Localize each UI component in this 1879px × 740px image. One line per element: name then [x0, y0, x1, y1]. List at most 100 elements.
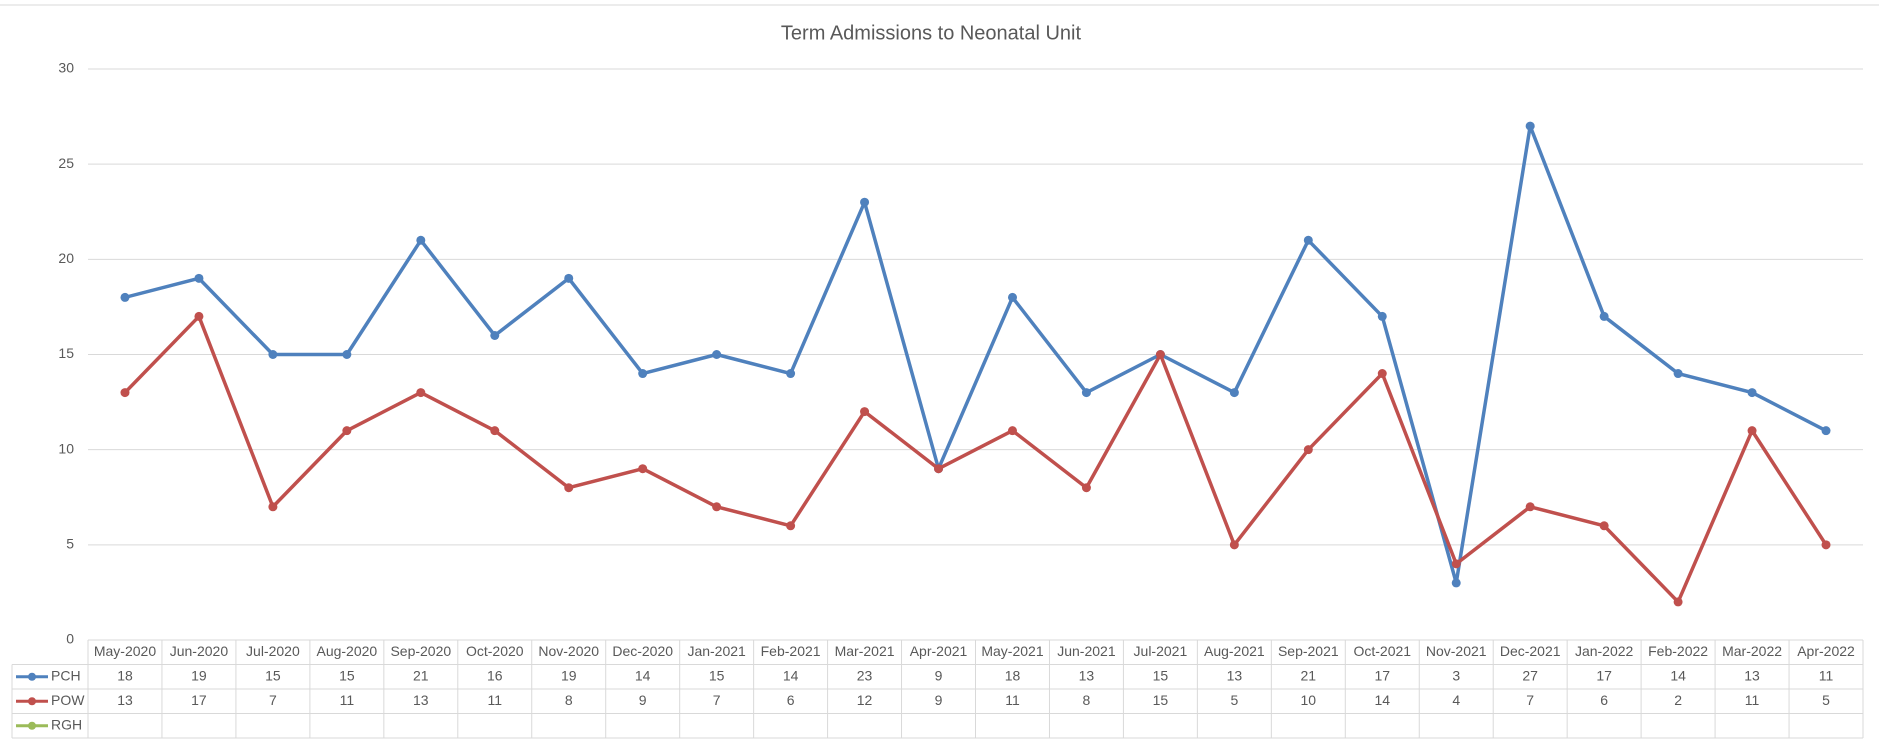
table-value: 3: [1452, 667, 1460, 683]
legend-key-marker: [28, 672, 36, 681]
table-value: 13: [1227, 667, 1243, 683]
table-value: 14: [1374, 692, 1390, 708]
x-tick-label: Mar-2021: [835, 643, 895, 659]
data-point: [1303, 445, 1313, 455]
table-value: 7: [713, 692, 721, 708]
data-point: [342, 350, 352, 359]
x-tick-label: Nov-2020: [538, 643, 599, 659]
table-value: 18: [117, 667, 133, 683]
legend-label: RGH: [51, 716, 82, 732]
data-point: [268, 350, 278, 359]
y-tick-label: 5: [66, 536, 74, 552]
x-tick-label: Feb-2022: [1648, 643, 1708, 659]
data-point: [342, 426, 352, 436]
table-value: 13: [117, 692, 133, 708]
table-value: 6: [787, 692, 795, 708]
table-value: 11: [1819, 667, 1834, 683]
table-value: 14: [635, 667, 651, 683]
data-point: [194, 273, 204, 283]
legend-key-marker: [28, 697, 36, 706]
x-tick-label: Apr-2021: [910, 643, 968, 659]
data-point: [1673, 597, 1683, 607]
legend-label: PCH: [51, 667, 81, 683]
table-value: 23: [857, 667, 873, 683]
data-point: [1747, 388, 1757, 398]
table-value: 21: [1301, 667, 1317, 683]
table-value: 10: [1301, 692, 1317, 708]
data-point: [1525, 502, 1535, 512]
table-value: 9: [935, 667, 943, 683]
data-point: [638, 369, 648, 379]
data-point: [1599, 521, 1609, 531]
data-point: [860, 407, 870, 417]
data-point: [268, 502, 278, 512]
x-tick-label: May-2020: [94, 643, 156, 659]
table-value: 7: [269, 692, 277, 708]
data-point: [712, 502, 722, 512]
y-tick-label: 30: [58, 60, 74, 76]
table-value: 14: [1670, 667, 1686, 683]
table-value: 18: [1005, 667, 1021, 683]
y-tick-label: 25: [58, 155, 74, 171]
table-value: 16: [487, 667, 503, 683]
table-value: 13: [1744, 667, 1760, 683]
table-value: 21: [413, 667, 429, 683]
data-point: [194, 311, 204, 321]
x-tick-label: Apr-2022: [1797, 643, 1855, 659]
data-point: [1377, 369, 1387, 379]
data-point: [1303, 235, 1313, 245]
chart-title: Term Admissions to Neonatal Unit: [781, 22, 1082, 44]
x-tick-label: May-2021: [981, 643, 1043, 659]
data-point: [1081, 388, 1091, 398]
table-value: 15: [709, 667, 725, 683]
data-point: [786, 369, 796, 379]
table-value: 7: [1526, 692, 1534, 708]
data-point: [860, 197, 870, 207]
data-point: [934, 464, 944, 474]
table-value: 12: [857, 692, 873, 708]
data-point: [490, 426, 500, 436]
x-tick-label: Feb-2021: [761, 643, 821, 659]
table-value: 17: [1374, 667, 1390, 683]
x-tick-label: Nov-2021: [1426, 643, 1487, 659]
data-point: [1155, 350, 1165, 359]
x-tick-label: Sep-2021: [1278, 643, 1339, 659]
table-value: 13: [1079, 667, 1095, 683]
data-point: [1599, 311, 1609, 321]
legend-key-marker: [28, 721, 36, 730]
data-point: [1229, 388, 1239, 398]
table-value: 19: [191, 667, 207, 683]
data-point: [1451, 559, 1461, 569]
x-tick-label: Aug-2021: [1204, 643, 1265, 659]
x-tick-label: Jun-2021: [1057, 643, 1116, 659]
data-point: [1377, 311, 1387, 321]
data-point: [564, 273, 574, 283]
data-point: [1007, 292, 1017, 302]
x-tick-label: Jul-2021: [1134, 643, 1188, 659]
data-point: [1525, 121, 1535, 131]
x-tick-label: Jun-2020: [170, 643, 229, 659]
data-point: [120, 292, 130, 302]
data-point: [564, 483, 574, 493]
table-value: 11: [340, 692, 355, 708]
y-tick-label: 0: [66, 631, 74, 647]
y-tick-label: 10: [58, 440, 74, 456]
table-value: 15: [1153, 692, 1169, 708]
table-value: 15: [265, 667, 281, 683]
data-point: [1821, 426, 1831, 436]
table-value: 4: [1452, 692, 1460, 708]
table-value: 8: [1083, 692, 1091, 708]
series-line: [124, 124, 1827, 585]
table-value: 9: [639, 692, 647, 708]
x-tick-label: Dec-2021: [1500, 643, 1561, 659]
table-value: 8: [565, 692, 573, 708]
data-point: [1673, 369, 1683, 379]
data-point: [416, 388, 426, 398]
data-point: [1081, 483, 1091, 493]
table-value: 2: [1674, 692, 1682, 708]
y-tick-label: 15: [58, 345, 74, 361]
x-tick-label: Oct-2021: [1353, 643, 1411, 659]
x-tick-label: Mar-2022: [1722, 643, 1782, 659]
data-point: [490, 330, 500, 340]
